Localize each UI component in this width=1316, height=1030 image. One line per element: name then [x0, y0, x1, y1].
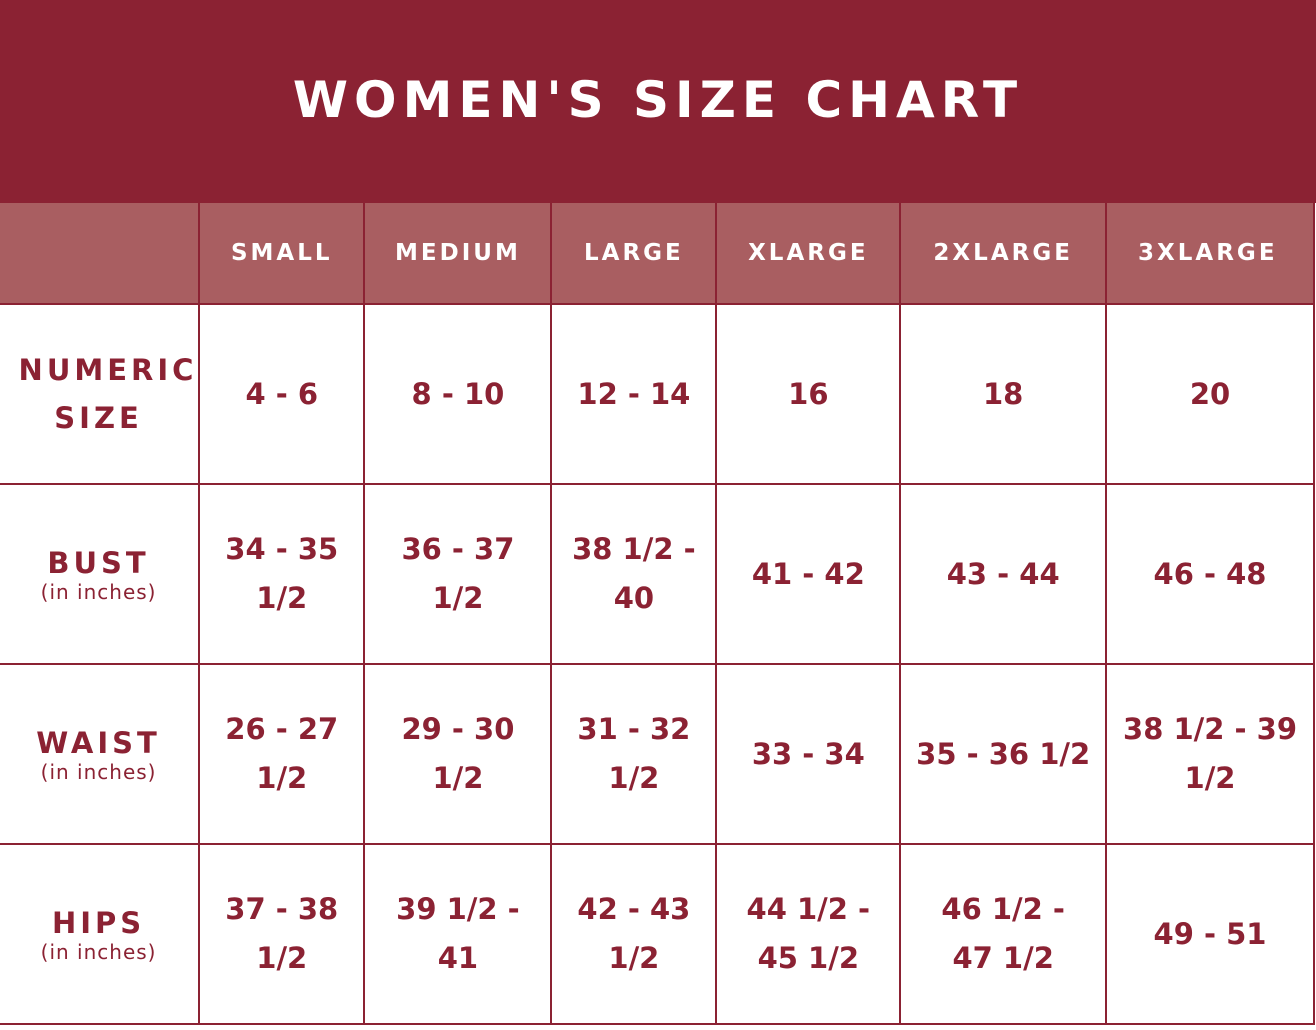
page-title: WOMEN'S SIZE CHART	[292, 70, 1024, 129]
cell-value: 4 - 6	[245, 376, 319, 411]
header-cell-large: LARGE	[550, 203, 718, 305]
table-cell: 42 - 43 1/2	[550, 843, 718, 1025]
cell-value: 44 1/2 - 45 1/2	[746, 892, 871, 975]
table-cell: 16	[715, 303, 902, 485]
header-cell-medium: MEDIUM	[363, 203, 553, 305]
table-cell: 29 - 30 1/2	[363, 663, 553, 845]
cell-value: 31 - 32 1/2	[577, 712, 691, 795]
header-row: SMALL MEDIUM LARGE XLARGE 2XLARGE 3XLARG…	[0, 203, 1315, 305]
cell-value: 42 - 43 1/2	[577, 892, 691, 975]
header-cell-2xlarge: 2XLARGE	[899, 203, 1108, 305]
row-label-text: WAIST	[36, 726, 161, 760]
cell-value: 26 - 27 1/2	[225, 712, 339, 795]
table-cell: 49 - 51	[1105, 843, 1315, 1025]
row-label-waist: WAIST (in inches)	[0, 663, 201, 845]
header-cell-corner	[0, 203, 201, 305]
table-row: WAIST (in inches) 26 - 27 1/2 29 - 30 1/…	[0, 663, 1315, 845]
table-cell: 34 - 35 1/2	[198, 483, 366, 665]
table-cell: 8 - 10	[363, 303, 553, 485]
size-table: SMALL MEDIUM LARGE XLARGE 2XLARGE 3XLARG…	[0, 203, 1315, 1025]
cell-value: 35 - 36 1/2	[916, 736, 1091, 771]
row-label-sub: (in inches)	[40, 760, 157, 784]
cell-value: 41 - 42	[751, 556, 865, 591]
table-cell: 33 - 34	[715, 663, 902, 845]
table-cell: 37 - 38 1/2	[198, 843, 366, 1025]
table-cell: 18	[899, 303, 1108, 485]
cell-value: 18	[982, 376, 1024, 411]
table-cell: 38 1/2 - 40	[550, 483, 718, 665]
table-cell: 26 - 27 1/2	[198, 663, 366, 845]
cell-value: 38 1/2 - 39 1/2	[1123, 712, 1298, 795]
header-cell-small: SMALL	[198, 203, 366, 305]
cell-value: 33 - 34	[751, 736, 865, 771]
row-label-text: NUMERIC SIZE	[18, 353, 198, 435]
cell-value: 39 1/2 - 41	[396, 892, 520, 975]
table-cell: 43 - 44	[899, 483, 1108, 665]
row-label-sub: (in inches)	[40, 940, 157, 964]
cell-value: 38 1/2 - 40	[572, 532, 696, 615]
cell-value: 29 - 30 1/2	[401, 712, 515, 795]
title-banner: WOMEN'S SIZE CHART	[0, 0, 1316, 203]
table-cell: 31 - 32 1/2	[550, 663, 718, 845]
table-cell: 46 1/2 - 47 1/2	[899, 843, 1108, 1025]
cell-value: 36 - 37 1/2	[401, 532, 515, 615]
row-label-numeric-size: NUMERIC SIZE	[0, 303, 201, 485]
header-cell-xlarge: XLARGE	[715, 203, 902, 305]
header-cell-3xlarge: 3XLARGE	[1105, 203, 1315, 305]
table-cell: 20	[1105, 303, 1315, 485]
cell-value: 46 - 48	[1153, 556, 1267, 591]
cell-value: 43 - 44	[946, 556, 1060, 591]
table-cell: 36 - 37 1/2	[363, 483, 553, 665]
row-label-hips: HIPS (in inches)	[0, 843, 201, 1025]
table-cell: 44 1/2 - 45 1/2	[715, 843, 902, 1025]
cell-value: 46 1/2 - 47 1/2	[941, 892, 1065, 975]
table-cell: 41 - 42	[715, 483, 902, 665]
cell-value: 8 - 10	[411, 376, 505, 411]
table-cell: 38 1/2 - 39 1/2	[1105, 663, 1315, 845]
row-label-text: BUST	[47, 546, 150, 580]
cell-value: 20	[1189, 376, 1231, 411]
row-label-sub: (in inches)	[40, 580, 157, 604]
table-row: NUMERIC SIZE 4 - 6 8 - 10 12 - 14 16 18 …	[0, 303, 1315, 485]
table-cell: 46 - 48	[1105, 483, 1315, 665]
row-label-text: HIPS	[51, 906, 146, 940]
table-cell: 35 - 36 1/2	[899, 663, 1108, 845]
cell-value: 16	[788, 376, 829, 411]
table-cell: 12 - 14	[550, 303, 718, 485]
cell-value: 12 - 14	[577, 376, 691, 411]
table-row: HIPS (in inches) 37 - 38 1/2 39 1/2 - 41…	[0, 843, 1315, 1025]
table-cell: 4 - 6	[198, 303, 366, 485]
cell-value: 49 - 51	[1153, 916, 1267, 951]
table-cell: 39 1/2 - 41	[363, 843, 553, 1025]
cell-value: 37 - 38 1/2	[225, 892, 339, 975]
row-label-bust: BUST (in inches)	[0, 483, 201, 665]
cell-value: 34 - 35 1/2	[225, 532, 339, 615]
table-row: BUST (in inches) 34 - 35 1/2 36 - 37 1/2…	[0, 483, 1315, 665]
